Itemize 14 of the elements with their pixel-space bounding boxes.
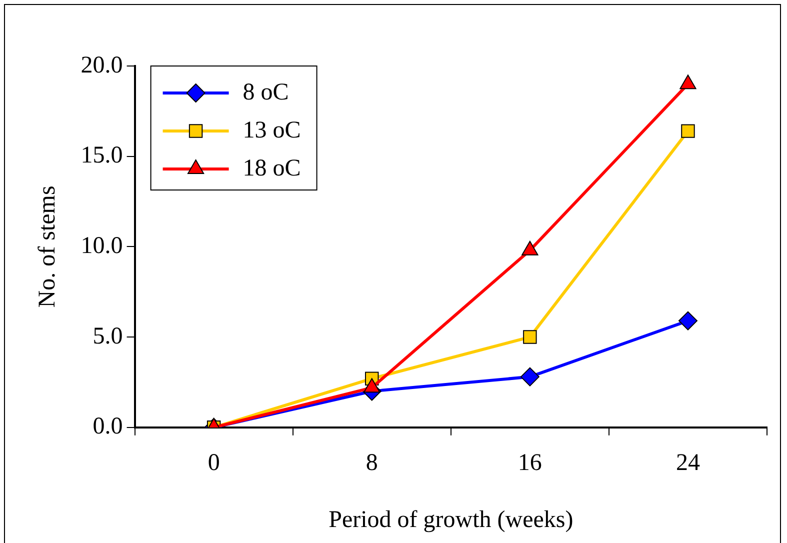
y-tick-label: 5.0 (92, 323, 123, 350)
y-tick-label: 0.0 (92, 414, 123, 440)
x-tick-label: 8 (366, 450, 378, 476)
legend-label: 8 oC (242, 79, 289, 106)
y-tick-label: 10.0 (80, 232, 123, 259)
y-tick-label: 20.0 (80, 52, 123, 78)
x-tick-label: 24 (676, 450, 700, 476)
x-tick-label: 16 (518, 450, 542, 476)
x-axis-title: Period of growth (weeks) (328, 506, 574, 533)
legend-label: 13 oC (242, 117, 301, 144)
y-tick-label: 15.0 (80, 142, 123, 169)
legend-label: 18 oC (242, 155, 301, 182)
y-axis-title: No. of stems (34, 186, 61, 308)
x-tick-label: 0 (208, 450, 220, 476)
